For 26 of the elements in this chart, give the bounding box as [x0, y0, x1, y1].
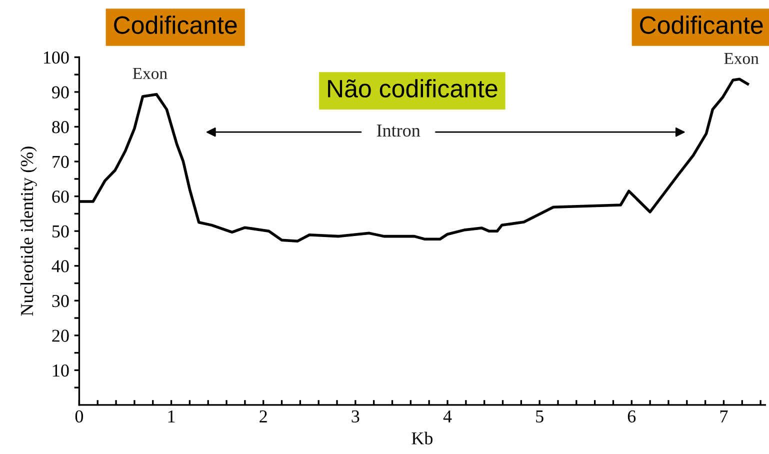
- x-tick-label: 1: [168, 410, 175, 422]
- y-tick-label: 10: [53, 364, 69, 377]
- annotation: Intron: [376, 124, 420, 137]
- y-tick-label: 90: [52, 86, 69, 98]
- x-tick-label: 4: [443, 410, 452, 422]
- y-axis-title: Nucleotide identity (%): [20, 146, 37, 316]
- y-tick-label: 20: [52, 330, 69, 342]
- y-tick-label: 40: [52, 260, 69, 272]
- y-tick-label: 60: [52, 190, 69, 203]
- x-tick-label: 6: [628, 410, 636, 423]
- x-axis-title: Kb: [412, 432, 433, 444]
- annotation: Exon: [132, 68, 168, 80]
- annotation: Exon: [724, 53, 759, 64]
- annotation: Não codificante: [328, 79, 498, 98]
- x-tick-label: 7: [720, 410, 728, 422]
- text: Codificante: [640, 16, 763, 34]
- x-tick-label: 3: [352, 410, 360, 423]
- y-tick-label: 100: [44, 51, 69, 64]
- text: Codificante: [114, 16, 237, 34]
- x-tick-label: 5: [536, 410, 544, 423]
- y-tick-label: 70: [52, 156, 69, 168]
- y-tick-label: 30: [52, 294, 69, 308]
- y-tick-label: 80: [52, 121, 69, 134]
- x-tick-label: 2: [260, 410, 267, 422]
- x-tick-label: 0: [75, 410, 84, 423]
- y-tick-label: 50: [52, 225, 69, 238]
